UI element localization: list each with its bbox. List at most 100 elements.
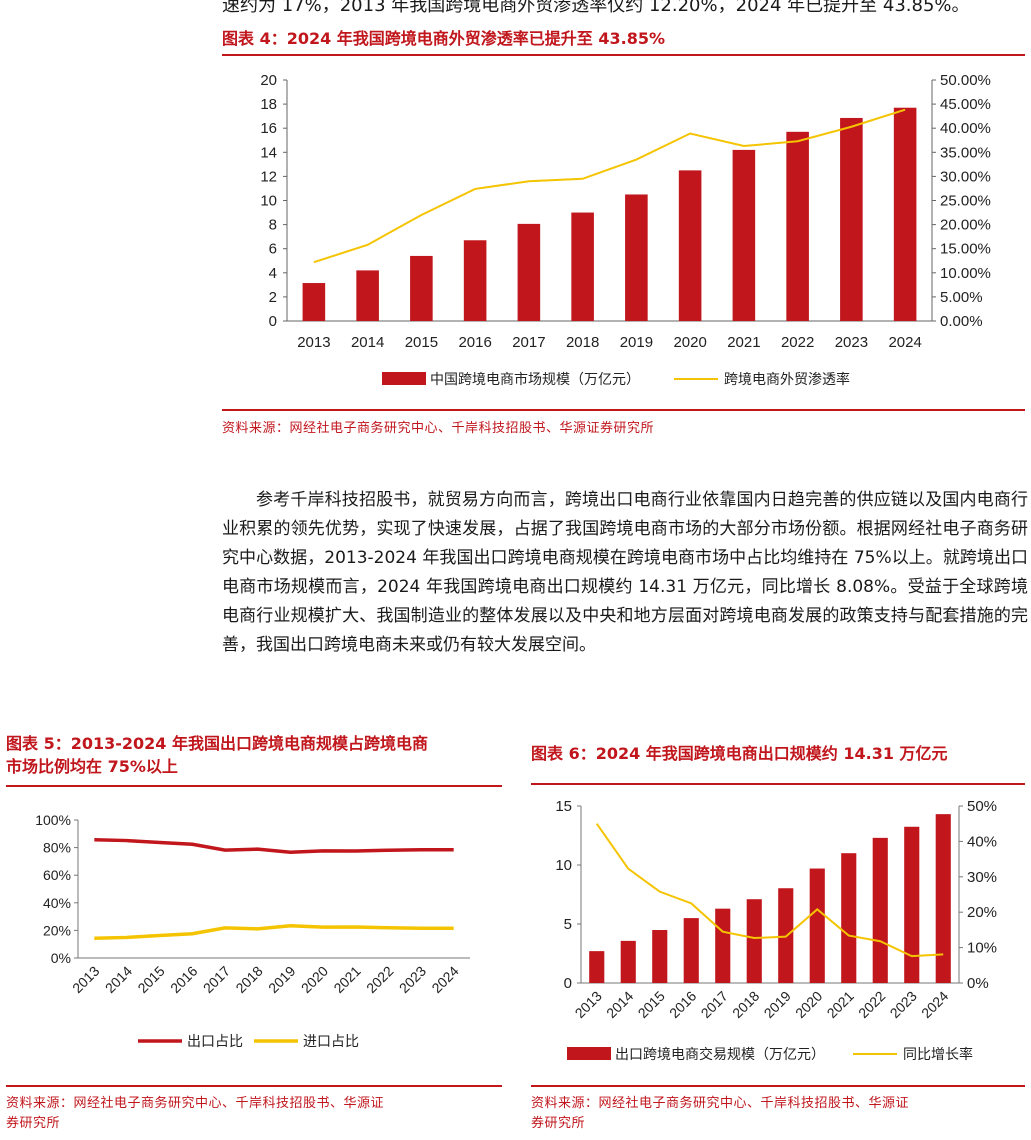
x-tick-label: 2022 <box>363 963 396 996</box>
x-tick-label: 2023 <box>835 334 868 351</box>
left-tick-label: 14 <box>260 144 277 161</box>
y-tick-label: 100% <box>35 812 71 828</box>
bar-export-scale <box>872 837 888 983</box>
figure5-source-line1: 资料来源：网经社电子商务研究中心、千岸科技招股书、华源证 <box>6 1096 385 1111</box>
left-tick-label: 4 <box>269 265 277 282</box>
figure6-source-line2: 券研究所 <box>531 1116 586 1131</box>
figure4-source: 资料来源：网经社电子商务研究中心、千岸科技招股书、华源证券研究所 <box>222 421 655 436</box>
legend-label-bar: 中国跨境电商市场规模（万亿元） <box>430 371 640 387</box>
legend-label-bar: 出口跨境电商交易规模（万亿元） <box>615 1046 825 1062</box>
right-tick-label: 25.00% <box>940 193 991 210</box>
x-tick-label: 2018 <box>566 334 599 351</box>
bar-market-size <box>732 149 756 321</box>
figure6-source-line1: 资料来源：网经社电子商务研究中心、千岸科技招股书、华源证 <box>531 1096 910 1111</box>
left-tick-label: 16 <box>260 120 277 137</box>
x-tick-label: 2017 <box>512 334 545 351</box>
figure5-title-line2: 市场比例均在 75%以上 <box>6 757 178 776</box>
legend-swatch-bar <box>567 1047 611 1060</box>
y-tick-label: 60% <box>43 867 71 883</box>
x-tick-label: 2013 <box>297 334 330 351</box>
left-tick-label: 0 <box>564 975 572 992</box>
bar-export-scale <box>715 908 731 983</box>
legend-label-export: 出口占比 <box>187 1033 243 1049</box>
bar-market-size <box>625 194 648 321</box>
bar-market-size <box>517 223 541 321</box>
right-tick-label: 35.00% <box>940 144 991 161</box>
left-tick-label: 5 <box>564 916 572 933</box>
left-tick-label: 10 <box>555 857 572 874</box>
left-tick-label: 15 <box>555 798 572 815</box>
x-tick-label: 2021 <box>330 963 363 996</box>
y-tick-label: 0% <box>51 950 71 966</box>
left-tick-label: 18 <box>260 96 277 113</box>
line-export-share <box>94 837 454 855</box>
x-tick-label: 2017 <box>698 988 731 1021</box>
x-tick-label: 2014 <box>102 963 135 996</box>
x-tick-label: 2015 <box>635 988 668 1021</box>
bar-export-scale <box>746 899 762 983</box>
x-tick-label: 2021 <box>727 334 760 351</box>
chart-figure6: 0510150%10%20%30%40%50%20132014201520162… <box>555 798 997 1062</box>
x-tick-label: 2023 <box>887 988 920 1021</box>
bar-export-scale <box>841 853 857 983</box>
left-tick-label: 10 <box>260 193 277 210</box>
left-tick-label: 20 <box>260 72 277 89</box>
x-tick-label: 2018 <box>232 963 265 996</box>
right-tick-label: 0% <box>967 975 989 992</box>
intro-text-line: 速约为 17%，2013 年我国跨境电商外贸渗透率仅约 12.20%，2024 … <box>222 0 970 16</box>
bar-export-scale <box>935 814 951 983</box>
x-tick-label: 2013 <box>69 963 102 996</box>
x-tick-label: 2022 <box>855 988 888 1021</box>
x-tick-label: 2014 <box>603 988 636 1021</box>
figure4-top-rule <box>222 54 1025 56</box>
right-tick-label: 5.00% <box>940 289 983 306</box>
line-import-share <box>94 923 454 941</box>
bar-market-size <box>356 270 379 321</box>
bar-market-size <box>463 240 487 321</box>
x-tick-label: 2020 <box>298 963 331 996</box>
right-tick-label: 10% <box>967 940 997 957</box>
figure6-bottom-rule <box>531 1085 1025 1087</box>
chart-figure5: 0%20%40%60%80%100%2013 2014 2015 2016 2017 20… <box>35 812 470 1049</box>
x-tick-label: 2020 <box>673 334 706 351</box>
left-tick-label: 6 <box>269 241 277 258</box>
bar-export-scale <box>652 930 668 983</box>
bar-export-scale <box>809 868 825 983</box>
y-tick-label: 20% <box>43 922 71 938</box>
x-tick-label: 2018 <box>729 988 762 1021</box>
left-tick-label: 2 <box>269 289 277 306</box>
x-tick-label: 2024 <box>918 988 951 1021</box>
right-tick-label: 30.00% <box>940 168 991 185</box>
x-tick-label: 2019 <box>265 963 298 996</box>
x-tick-label: 2019 <box>620 334 653 351</box>
body-paragraph-text: 参考千岸科技招股书，就贸易方向而言，跨境出口电商行业依靠国内日趋完善的供应链以及… <box>222 490 1028 655</box>
right-tick-label: 0.00% <box>940 313 983 330</box>
left-tick-label: 12 <box>260 168 277 185</box>
bar-market-size <box>786 131 809 321</box>
x-tick-label: 2016 <box>458 334 491 351</box>
figure5-top-rule <box>6 785 502 787</box>
left-tick-label: 8 <box>269 217 277 234</box>
figure4-bottom-rule <box>222 409 1025 411</box>
right-tick-label: 45.00% <box>940 96 991 113</box>
bar-market-size <box>893 107 917 321</box>
x-tick-label: 2024 <box>888 334 921 351</box>
bar-export-scale <box>620 940 636 983</box>
x-tick-label: 2014 <box>351 334 384 351</box>
x-tick-label: 2024 <box>428 963 461 996</box>
x-tick-label: 2015 <box>405 334 438 351</box>
legend-label-import: 进口占比 <box>303 1033 359 1049</box>
line-yoy-growth <box>595 823 944 958</box>
x-tick-label: 2015 <box>134 963 167 996</box>
x-tick-label: 2013 <box>572 988 605 1021</box>
bar-market-size <box>678 170 702 321</box>
figure4-title: 图表 4：2024 年我国跨境电商外贸渗透率已提升至 43.85% <box>222 29 666 48</box>
figure5-bottom-rule <box>6 1085 502 1087</box>
figure6-title: 图表 6：2024 年我国跨境电商出口规模约 14.31 万亿元 <box>531 744 948 763</box>
left-tick-label: 0 <box>269 313 277 330</box>
legend-swatch-bar <box>382 372 426 385</box>
x-tick-label: 2020 <box>792 988 825 1021</box>
x-tick-label: 2022 <box>781 334 814 351</box>
figure5-title-line1: 图表 5：2013-2024 年我国出口跨境电商规模占跨境电商 <box>6 734 428 753</box>
body-paragraph: 参考千岸科技招股书，就贸易方向而言，跨境出口电商行业依靠国内日趋完善的供应链以及… <box>222 486 1028 660</box>
